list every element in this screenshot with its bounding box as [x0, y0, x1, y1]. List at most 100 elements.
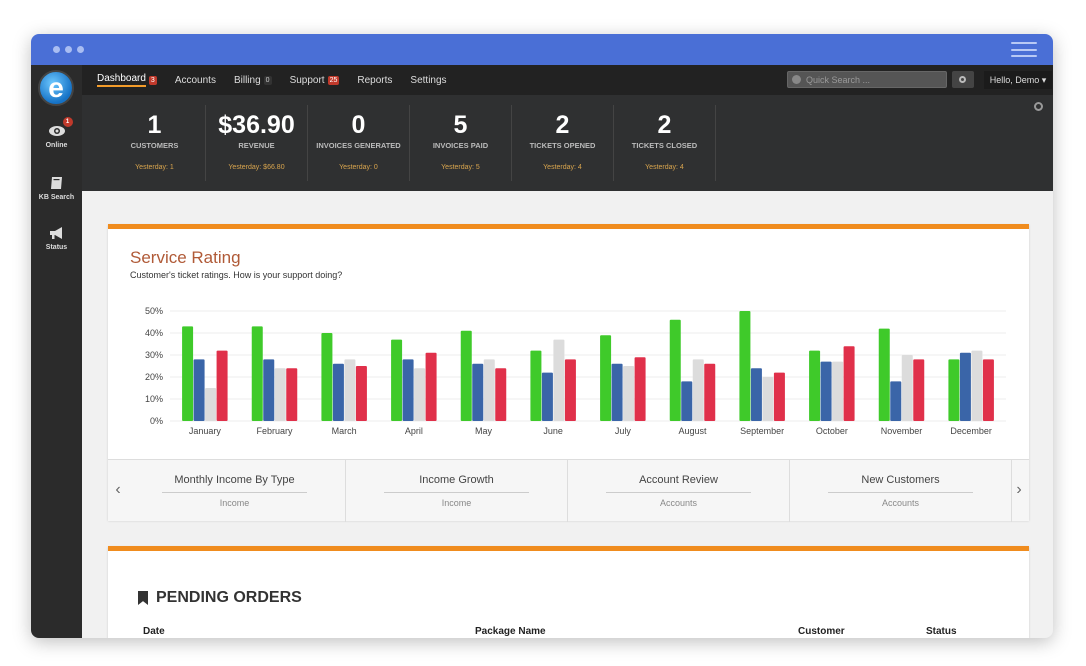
bar-october-3[interactable]: [843, 346, 855, 421]
bar-september-0[interactable]: [739, 311, 751, 421]
chevron-right-icon[interactable]: ›: [1016, 481, 1022, 498]
x-tick-label: July: [615, 426, 632, 436]
bar-february-1[interactable]: [263, 359, 275, 421]
bar-may-2[interactable]: [483, 359, 495, 421]
bar-october-2[interactable]: [832, 361, 844, 421]
bar-october-0[interactable]: [809, 350, 821, 421]
y-tick-label: 30%: [145, 350, 163, 360]
bar-september-2[interactable]: [762, 377, 774, 421]
bar-march-0[interactable]: [321, 333, 333, 421]
app-logo[interactable]: e: [38, 70, 74, 106]
sidebar-item-status[interactable]: Status: [31, 225, 82, 251]
sidebar-item-label: Status: [45, 244, 68, 251]
carousel-panel-account-review[interactable]: Account Review Accounts: [568, 460, 790, 522]
bar-january-1[interactable]: [193, 359, 205, 421]
bar-october-1[interactable]: [820, 361, 832, 421]
bar-april-3[interactable]: [425, 352, 437, 421]
search-icon: [792, 75, 801, 84]
stat-tickets-opened: 2 TICKETS OPENED Yesterday: 4: [512, 105, 614, 181]
sidebar-item-label: KB Search: [38, 194, 75, 201]
nav-billing[interactable]: Billing 0: [233, 74, 272, 86]
bar-february-2[interactable]: [274, 368, 286, 421]
bar-september-1[interactable]: [750, 368, 762, 421]
nav-accounts[interactable]: Accounts: [174, 74, 216, 86]
bar-may-3[interactable]: [495, 368, 507, 421]
hamburger-menu-icon[interactable]: [1011, 42, 1037, 57]
bar-january-0[interactable]: [182, 326, 194, 421]
bar-may-1[interactable]: [472, 363, 484, 421]
bar-august-0[interactable]: [669, 319, 681, 421]
sidebar-item-online[interactable]: 1 Online: [31, 117, 82, 149]
search-go-icon: [959, 76, 966, 83]
book-icon: [47, 175, 67, 191]
search-button[interactable]: [952, 71, 974, 88]
nav-reports[interactable]: Reports: [357, 74, 393, 86]
bar-december-0[interactable]: [948, 359, 960, 421]
card-subtitle: Customer's ticket ratings. How is your s…: [130, 270, 343, 280]
column-header-date[interactable]: Date: [143, 626, 165, 637]
bar-february-0[interactable]: [251, 326, 263, 421]
service-rating-chart: 50% 40% 30% 20% 10% 0% January February March Apr…: [145, 306, 1006, 436]
nav-dashboard[interactable]: Dashboard 3: [97, 73, 157, 87]
carousel-panel-monthly-income[interactable]: Monthly Income By Type Income: [124, 460, 346, 522]
carousel-panel-income-growth[interactable]: Income Growth Income: [346, 460, 568, 522]
column-header-status[interactable]: Status: [926, 626, 957, 637]
bar-august-2[interactable]: [692, 359, 704, 421]
sidebar-item-label: Online: [45, 142, 68, 149]
y-tick-label: 20%: [145, 372, 163, 382]
bar-june-2[interactable]: [553, 339, 565, 421]
bar-march-1[interactable]: [332, 363, 344, 421]
gear-icon[interactable]: [1034, 102, 1043, 111]
nav-support[interactable]: Support 25: [289, 74, 340, 86]
nav-settings[interactable]: Settings: [410, 74, 447, 86]
bar-march-3[interactable]: [355, 366, 367, 421]
user-menu[interactable]: Hello, Demo ▾: [984, 71, 1052, 89]
bar-august-3[interactable]: [704, 363, 716, 421]
stat-tickets-closed: 2 TICKETS CLOSED Yesterday: 4: [614, 105, 716, 181]
bookmark-icon: [138, 591, 148, 605]
bar-january-3[interactable]: [216, 350, 228, 421]
bar-february-3[interactable]: [286, 368, 298, 421]
bar-june-3[interactable]: [564, 359, 576, 421]
bar-september-3[interactable]: [773, 372, 785, 421]
top-nav: Dashboard 3 Accounts Billing 0 Support 2…: [82, 65, 1053, 95]
bar-july-3[interactable]: [634, 357, 646, 421]
bar-november-2[interactable]: [901, 355, 913, 421]
x-tick-label: June: [543, 426, 563, 436]
bar-june-0[interactable]: [530, 350, 542, 421]
bar-june-1[interactable]: [541, 372, 553, 421]
y-tick-label: 10%: [145, 394, 163, 404]
bar-december-2[interactable]: [971, 350, 983, 421]
nav-menu: Dashboard 3 Accounts Billing 0 Support 2…: [97, 65, 465, 95]
bar-january-2[interactable]: [205, 388, 217, 421]
stats-bar: 1 CUSTOMERS Yesterday: 1 $36.90 REVENUE …: [82, 95, 1053, 191]
search-input[interactable]: [806, 72, 944, 87]
bar-april-0[interactable]: [391, 339, 403, 421]
bar-august-1[interactable]: [681, 381, 693, 421]
sidebar-item-kb-search[interactable]: KB Search: [31, 175, 82, 201]
bar-may-0[interactable]: [460, 330, 472, 421]
chevron-left-icon[interactable]: ‹: [115, 481, 121, 498]
bar-november-1[interactable]: [890, 381, 902, 421]
carousel-panel-new-customers[interactable]: New Customers Accounts: [790, 460, 1012, 522]
bar-november-3[interactable]: [913, 359, 925, 421]
bar-july-0[interactable]: [600, 335, 612, 421]
column-header-customer[interactable]: Customer: [798, 626, 845, 637]
y-tick-label: 40%: [145, 328, 163, 338]
bar-april-1[interactable]: [402, 359, 414, 421]
bar-december-3[interactable]: [982, 359, 994, 421]
sidebar: e 1 Online KB Search Status: [31, 65, 82, 638]
bar-april-2[interactable]: [414, 368, 426, 421]
x-tick-label: October: [816, 426, 848, 436]
bar-november-0[interactable]: [878, 328, 890, 421]
bar-march-2[interactable]: [344, 359, 356, 421]
bar-july-1[interactable]: [611, 363, 623, 421]
bar-july-2[interactable]: [623, 366, 635, 421]
app-window: e 1 Online KB Search Status Dashboard 3: [31, 34, 1053, 638]
stat-invoices-generated: 0 INVOICES GENERATED Yesterday: 0: [308, 105, 410, 181]
column-header-package-name[interactable]: Package Name: [475, 626, 546, 637]
quick-search: [787, 71, 947, 88]
window-dots: [53, 46, 84, 53]
service-rating-card: Service Rating Customer's ticket ratings…: [108, 224, 1029, 522]
bar-december-1[interactable]: [959, 352, 971, 421]
